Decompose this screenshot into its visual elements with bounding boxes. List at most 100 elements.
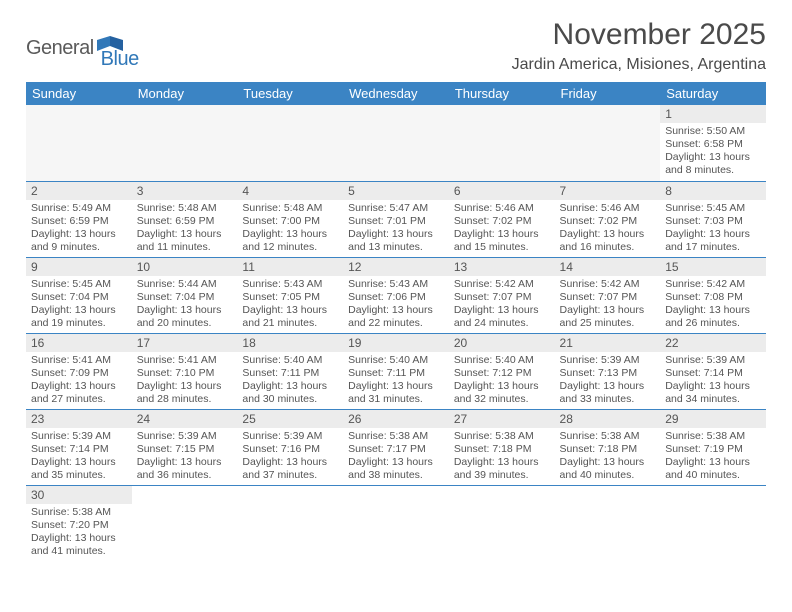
daylight-line: and 36 minutes. xyxy=(137,469,233,482)
daylight-line: and 39 minutes. xyxy=(454,469,550,482)
day-number: 30 xyxy=(26,486,132,504)
calendar-cell xyxy=(449,485,555,561)
daylight-line: and 19 minutes. xyxy=(31,317,127,330)
sunset-line: Sunset: 7:15 PM xyxy=(137,443,233,456)
day-number: 4 xyxy=(237,182,343,200)
sunset-line: Sunset: 6:59 PM xyxy=(31,215,127,228)
calendar-cell xyxy=(237,105,343,181)
sunrise-line: Sunrise: 5:39 AM xyxy=(137,430,233,443)
daylight-line: and 13 minutes. xyxy=(348,241,444,254)
header: General Blue November 2025 Jardin Americ… xyxy=(26,18,766,74)
calendar-head: SundayMondayTuesdayWednesdayThursdayFrid… xyxy=(26,82,766,105)
calendar-page: General Blue November 2025 Jardin Americ… xyxy=(0,0,792,579)
sunrise-line: Sunrise: 5:39 AM xyxy=(242,430,338,443)
day-header: Friday xyxy=(555,82,661,105)
day-body: Sunrise: 5:40 AMSunset: 7:12 PMDaylight:… xyxy=(449,352,555,409)
sunset-line: Sunset: 7:07 PM xyxy=(454,291,550,304)
sunrise-line: Sunrise: 5:43 AM xyxy=(242,278,338,291)
day-header: Saturday xyxy=(660,82,766,105)
daylight-line: and 38 minutes. xyxy=(348,469,444,482)
calendar-cell: 22 Sunrise: 5:39 AMSunset: 7:14 PMDayligh… xyxy=(660,333,766,409)
daylight-line: and 31 minutes. xyxy=(348,393,444,406)
daylight-line: Daylight: 13 hours xyxy=(665,151,761,164)
day-body: Sunrise: 5:41 AMSunset: 7:09 PMDaylight:… xyxy=(26,352,132,409)
calendar-cell: 4Sunrise: 5:48 AMSunset: 7:00 PMDaylight… xyxy=(237,181,343,257)
calendar-cell xyxy=(555,105,661,181)
sunrise-line: Sunrise: 5:50 AM xyxy=(665,125,761,138)
daylight-line: Daylight: 13 hours xyxy=(665,456,761,469)
day-number: 13 xyxy=(449,258,555,276)
day-number: 22 xyxy=(660,334,766,352)
sunrise-line: Sunrise: 5:42 AM xyxy=(560,278,656,291)
day-body: Sunrise: 5:42 AMSunset: 7:08 PMDaylight:… xyxy=(660,276,766,333)
daylight-line: Daylight: 13 hours xyxy=(665,380,761,393)
calendar-cell: 18Sunrise: 5:40 AMSunset: 7:11 PMDayligh… xyxy=(237,333,343,409)
calendar-cell: 14Sunrise: 5:42 AMSunset: 7:07 PMDayligh… xyxy=(555,257,661,333)
calendar-cell xyxy=(343,485,449,561)
day-body: Sunrise: 5:47 AMSunset: 7:01 PMDaylight:… xyxy=(343,200,449,257)
daylight-line: Daylight: 13 hours xyxy=(348,228,444,241)
sunrise-line: Sunrise: 5:43 AM xyxy=(348,278,444,291)
sunset-line: Sunset: 7:09 PM xyxy=(31,367,127,380)
sunrise-line: Sunrise: 5:42 AM xyxy=(454,278,550,291)
sunrise-line: Sunrise: 5:40 AM xyxy=(454,354,550,367)
daylight-line: and 26 minutes. xyxy=(665,317,761,330)
day-body: Sunrise: 5:46 AMSunset: 7:02 PMDaylight:… xyxy=(555,200,661,257)
sunset-line: Sunset: 7:14 PM xyxy=(665,367,761,380)
daylight-line: Daylight: 13 hours xyxy=(560,228,656,241)
daylight-line: Daylight: 13 hours xyxy=(31,228,127,241)
day-header: Wednesday xyxy=(343,82,449,105)
day-number: 27 xyxy=(449,410,555,428)
daylight-line: and 11 minutes. xyxy=(137,241,233,254)
daylight-line: and 33 minutes. xyxy=(560,393,656,406)
calendar-cell: 19Sunrise: 5:40 AMSunset: 7:11 PMDayligh… xyxy=(343,333,449,409)
title-block: November 2025 Jardin America, Misiones, … xyxy=(512,18,766,74)
daylight-line: Daylight: 13 hours xyxy=(348,304,444,317)
calendar-cell xyxy=(660,485,766,561)
daylight-line: Daylight: 13 hours xyxy=(348,456,444,469)
calendar-cell: 8Sunrise: 5:45 AMSunset: 7:03 PMDaylight… xyxy=(660,181,766,257)
calendar-cell: 30Sunrise: 5:38 AMSunset: 7:20 PMDayligh… xyxy=(26,485,132,561)
daylight-line: and 25 minutes. xyxy=(560,317,656,330)
sunrise-line: Sunrise: 5:38 AM xyxy=(31,506,127,519)
title-location: Jardin America, Misiones, Argentina xyxy=(512,56,766,74)
day-number: 20 xyxy=(449,334,555,352)
day-number: 24 xyxy=(132,410,238,428)
calendar-cell: 27Sunrise: 5:38 AMSunset: 7:18 PMDayligh… xyxy=(449,409,555,485)
sunrise-line: Sunrise: 5:41 AM xyxy=(137,354,233,367)
calendar-week: 9Sunrise: 5:45 AMSunset: 7:04 PMDaylight… xyxy=(26,257,766,333)
calendar-cell: 26Sunrise: 5:38 AMSunset: 7:17 PMDayligh… xyxy=(343,409,449,485)
calendar-cell xyxy=(132,485,238,561)
sunrise-line: Sunrise: 5:38 AM xyxy=(560,430,656,443)
daylight-line: Daylight: 13 hours xyxy=(242,456,338,469)
sunset-line: Sunset: 7:04 PM xyxy=(31,291,127,304)
daylight-line: and 32 minutes. xyxy=(454,393,550,406)
calendar-cell xyxy=(343,105,449,181)
sunset-line: Sunset: 7:20 PM xyxy=(31,519,127,532)
calendar-cell: 5Sunrise: 5:47 AMSunset: 7:01 PMDaylight… xyxy=(343,181,449,257)
day-number: 14 xyxy=(555,258,661,276)
day-body: Sunrise: 5:40 AMSunset: 7:11 PMDaylight:… xyxy=(343,352,449,409)
daylight-line: and 20 minutes. xyxy=(137,317,233,330)
day-body: Sunrise: 5:42 AMSunset: 7:07 PMDaylight:… xyxy=(555,276,661,333)
daylight-line: and 12 minutes. xyxy=(242,241,338,254)
calendar-cell: 1Sunrise: 5:50 AMSunset: 6:58 PMDaylight… xyxy=(660,105,766,181)
day-number: 7 xyxy=(555,182,661,200)
daylight-line: Daylight: 13 hours xyxy=(31,304,127,317)
calendar-cell: 16Sunrise: 5:41 AMSunset: 7:09 PMDayligh… xyxy=(26,333,132,409)
sunset-line: Sunset: 7:12 PM xyxy=(454,367,550,380)
daylight-line: Daylight: 13 hours xyxy=(137,228,233,241)
day-number: 3 xyxy=(132,182,238,200)
calendar-cell: 7Sunrise: 5:46 AMSunset: 7:02 PMDaylight… xyxy=(555,181,661,257)
daylight-line: Daylight: 13 hours xyxy=(560,304,656,317)
sunset-line: Sunset: 7:07 PM xyxy=(560,291,656,304)
sunrise-line: Sunrise: 5:39 AM xyxy=(665,354,761,367)
calendar-table: SundayMondayTuesdayWednesdayThursdayFrid… xyxy=(26,82,766,561)
sunset-line: Sunset: 7:02 PM xyxy=(454,215,550,228)
sunset-line: Sunset: 7:02 PM xyxy=(560,215,656,228)
calendar-week: 30Sunrise: 5:38 AMSunset: 7:20 PMDayligh… xyxy=(26,485,766,561)
sunset-line: Sunset: 7:14 PM xyxy=(31,443,127,456)
daylight-line: Daylight: 13 hours xyxy=(665,228,761,241)
sunset-line: Sunset: 6:59 PM xyxy=(137,215,233,228)
sunrise-line: Sunrise: 5:39 AM xyxy=(560,354,656,367)
